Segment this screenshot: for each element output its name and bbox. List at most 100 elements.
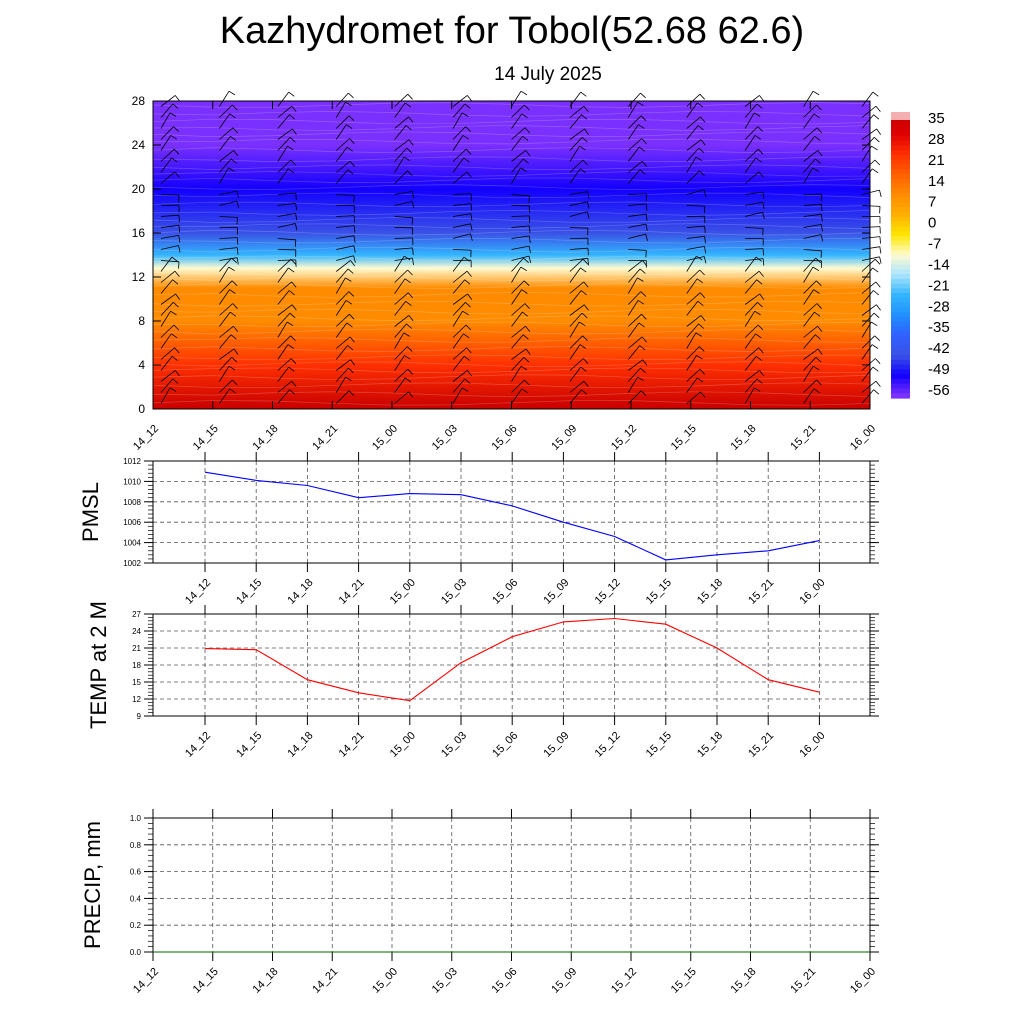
y-axis-label: PRECIP, mm: [80, 821, 105, 949]
wind-barb-feather: [231, 280, 238, 286]
wind-barb-feather: [403, 332, 410, 337]
wind-barb: [628, 359, 643, 371]
x-tick-label: 15_18: [729, 423, 759, 453]
wind-barb-feather: [407, 269, 413, 276]
wind-barb: [335, 376, 346, 393]
wind-barb-feather: [175, 293, 181, 300]
wind-barb: [452, 356, 465, 371]
contour-line: [152, 263, 871, 269]
colorbar-swatch: [891, 359, 910, 366]
colorbar-swatch: [891, 140, 910, 146]
x-tick-label: 16_00: [797, 577, 827, 607]
wind-barb-feather: [349, 160, 355, 167]
wind-barb-feather: [406, 323, 413, 329]
contour-line: [152, 300, 871, 307]
y-tick-label: 20: [132, 182, 146, 196]
colorbar-swatch: [891, 188, 910, 194]
wind-barb: [511, 334, 524, 349]
colorbar-swatch: [891, 159, 910, 166]
wind-barb: [803, 158, 816, 173]
wind-barb: [219, 280, 233, 294]
wind-barb: [744, 103, 758, 118]
wind-barb-feather: [290, 159, 296, 166]
wind-barb: [394, 170, 408, 184]
wind-barb: [277, 259, 296, 261]
wind-barb-feather: [638, 146, 646, 152]
temp-2m-panel: 9 12 15 18 21 24 27 14_12 14_15 14_18 14_21 15_00 15…: [86, 601, 879, 760]
wind-barb: [219, 104, 233, 118]
wind-barb: [686, 116, 701, 129]
wind-barb-feather: [174, 370, 180, 377]
wind-barb: [511, 365, 522, 382]
wind-barb: [569, 247, 588, 250]
wind-barb: [394, 346, 408, 360]
wind-barb: [452, 293, 468, 305]
wind-barb: [160, 356, 173, 371]
wind-barb-feather: [697, 125, 704, 131]
wind-barb: [803, 289, 814, 305]
wind-barb-feather: [292, 128, 297, 135]
wind-barb: [744, 135, 756, 151]
wind-barb-feather: [699, 368, 705, 375]
colorbar-swatch: [891, 331, 910, 337]
wind-barb: [335, 367, 349, 382]
wind-barb-feather: [759, 293, 765, 300]
wind-barb-feather: [816, 303, 822, 309]
colorbar-label: -56: [928, 382, 950, 399]
wind-barb: [219, 379, 233, 393]
colorbar-swatch: [891, 169, 910, 175]
wind-barb: [160, 214, 180, 217]
y-tick-label: 4: [138, 358, 145, 372]
colorbar-swatch: [891, 250, 910, 256]
wind-barb-feather: [820, 224, 823, 232]
wind-barb: [511, 388, 523, 404]
x-tick-label: 15_03: [439, 577, 469, 607]
wind-barb: [744, 279, 758, 294]
wind-barb: [335, 390, 350, 404]
wind-barb: [394, 156, 405, 173]
colorbar-swatch: [891, 364, 910, 370]
wind-barb: [277, 238, 296, 241]
wind-barb-feather: [522, 311, 529, 317]
wind-barb-feather: [470, 203, 473, 211]
wind-barb: [686, 346, 700, 360]
wind-barb: [394, 301, 407, 316]
wind-barb-feather: [170, 310, 177, 316]
wind-barb: [745, 227, 764, 229]
wind-barb: [861, 256, 880, 261]
contour-line: [152, 315, 871, 321]
wind-barb: [627, 101, 638, 118]
wind-barb-feather: [820, 234, 824, 242]
wind-barb-feather: [704, 246, 707, 254]
wind-barb-feather: [231, 257, 237, 264]
wind-barb: [219, 311, 231, 327]
wind-barb: [219, 257, 238, 261]
wind-barb-feather: [353, 255, 356, 263]
wind-barb-feather: [230, 334, 237, 340]
y-tick-label: 8: [138, 314, 145, 328]
wind-barb-feather: [348, 291, 355, 297]
wind-barb-feather: [465, 324, 472, 331]
wind-barb: [277, 358, 292, 371]
wind-barb: [277, 91, 290, 107]
wind-barb-feather: [816, 379, 822, 386]
wind-barb-feather: [520, 365, 528, 371]
wind-barb-feather: [228, 167, 235, 172]
wind-barb: [336, 225, 355, 228]
wind-barb-feather: [408, 391, 414, 398]
wind-barb: [686, 278, 698, 294]
wind-barb: [861, 258, 876, 272]
wind-barb: [394, 257, 413, 261]
colorbar-swatch: [891, 293, 910, 299]
wind-barb: [803, 224, 822, 228]
wind-barb: [160, 333, 172, 349]
x-tick-label: 15_12: [609, 966, 639, 996]
wind-barb-feather: [762, 202, 765, 209]
x-tick-label: 15_15: [644, 730, 674, 760]
colorbar-label: 7: [928, 194, 936, 211]
x-tick-label: 14_12: [183, 730, 213, 760]
contour-line: [152, 346, 871, 352]
wind-barb-feather: [812, 365, 820, 371]
wind-barb: [160, 235, 179, 239]
wind-barb: [744, 310, 756, 327]
